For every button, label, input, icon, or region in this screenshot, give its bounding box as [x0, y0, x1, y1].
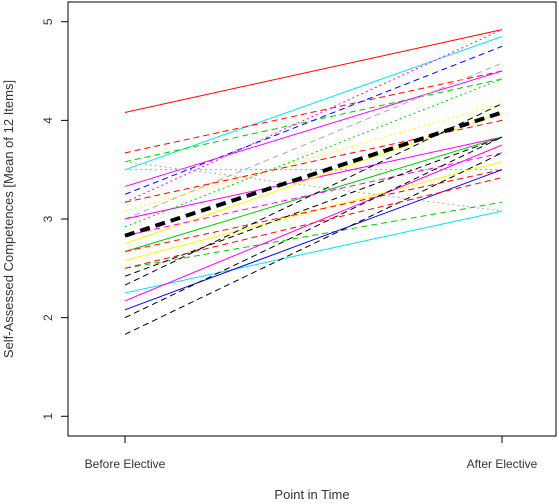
mean-line — [124, 110, 503, 238]
participant-line-11 — [124, 103, 503, 212]
participant-line-19 — [124, 201, 503, 269]
mean-line-group — [124, 110, 503, 238]
participant-line-25 — [124, 136, 503, 319]
participant-line-5 — [124, 45, 503, 195]
participant-line-22 — [124, 210, 503, 294]
y-tick-label-4: 4 — [41, 117, 55, 124]
x-axis: Before Elective After Elective — [85, 436, 538, 471]
participant-line-6 — [124, 29, 503, 203]
plot-frame — [67, 1, 557, 437]
x-tick-label-1: Before Elective — [85, 457, 166, 471]
participant-line-13 — [124, 78, 503, 228]
participant-line-8 — [124, 62, 503, 220]
participant-line-3 — [124, 70, 503, 154]
y-axis-title: Self-Assessed Competences [Mean of 12 It… — [1, 80, 16, 358]
participant-line-24 — [124, 169, 503, 311]
participant-line-1 — [124, 29, 503, 113]
participant-line-20 — [124, 136, 503, 277]
participant-line-27 — [124, 177, 503, 269]
participant-line-7 — [124, 70, 503, 187]
participant-line-18 — [124, 169, 503, 253]
y-tick-label-1: 1 — [41, 413, 55, 420]
participant-line-16 — [124, 152, 503, 237]
plot-lines — [124, 29, 503, 335]
y-tick-label-5: 5 — [41, 18, 55, 25]
x-tick-label-2: After Elective — [467, 457, 538, 471]
participant-line-9 — [124, 161, 503, 212]
y-tick-label-3: 3 — [41, 215, 55, 222]
x-axis-title: Point in Time — [274, 487, 349, 502]
participant-line-26 — [124, 152, 503, 335]
participant-line-28 — [124, 119, 503, 203]
y-tick-label-2: 2 — [41, 314, 55, 321]
y-axis: 1 2 3 4 5 — [41, 18, 68, 420]
